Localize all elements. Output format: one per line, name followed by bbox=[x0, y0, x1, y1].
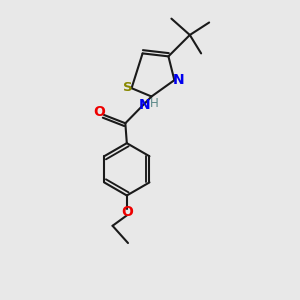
Text: S: S bbox=[123, 81, 133, 94]
Text: N: N bbox=[139, 98, 151, 112]
Text: O: O bbox=[94, 105, 105, 119]
Text: O: O bbox=[121, 205, 133, 218]
Text: N: N bbox=[173, 73, 184, 87]
Text: H: H bbox=[149, 97, 158, 110]
